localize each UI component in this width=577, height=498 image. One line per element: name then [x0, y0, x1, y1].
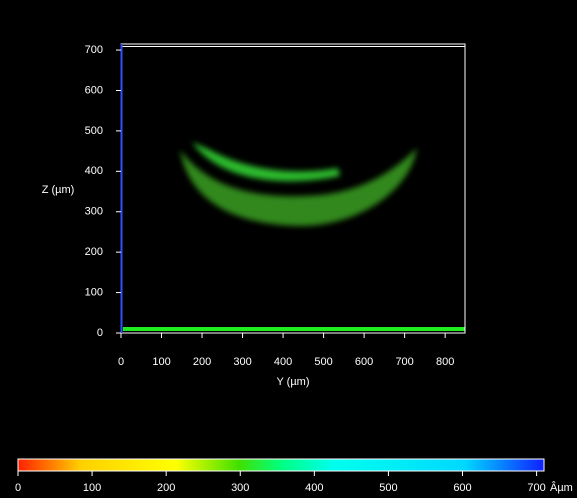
colorbar	[17, 458, 545, 472]
x-tick-label: 500	[314, 356, 332, 368]
y-tick-label: 400	[85, 165, 103, 177]
plot-frame	[120, 43, 466, 334]
x-tick-label: 300	[233, 356, 251, 368]
x-tick-label: 400	[274, 356, 292, 368]
specimen-upper	[192, 142, 340, 182]
x-tick-label: 100	[152, 356, 170, 368]
colorbar-tick-label: 400	[305, 482, 323, 494]
colorbar-tick-label: 200	[157, 482, 175, 494]
x-tick-label: 0	[118, 356, 124, 368]
colorbar-tick-label: 0	[15, 482, 21, 494]
y-tick-label: 100	[85, 286, 103, 298]
y-tick-label: 700	[85, 44, 103, 56]
colorbar-unit: Âµm	[550, 481, 573, 494]
colorbar-tick-label: 600	[453, 482, 471, 494]
x-tick-label: 700	[395, 356, 413, 368]
y-tick-label: 300	[85, 206, 103, 218]
colorbar-tick-label: 300	[231, 482, 249, 494]
y-tick-label: 200	[85, 246, 103, 258]
x-axis-label: Y (µm)	[276, 376, 309, 388]
y-tick-label: 0	[97, 327, 103, 339]
specimen-lower	[180, 148, 417, 226]
colorbar-tick-label: 500	[379, 482, 397, 494]
y-tick-label: 500	[85, 125, 103, 137]
y-axis-label: Z (µm)	[42, 184, 75, 196]
y-tick-label: 600	[85, 84, 103, 96]
x-tick-label: 800	[436, 356, 454, 368]
x-tick-label: 600	[355, 356, 373, 368]
colorbar-tick-label: 700	[527, 482, 545, 494]
base-layer	[123, 327, 465, 331]
x-tick-label: 200	[193, 356, 211, 368]
specimen	[123, 142, 465, 331]
colorbar-tick-label: 100	[83, 482, 101, 494]
